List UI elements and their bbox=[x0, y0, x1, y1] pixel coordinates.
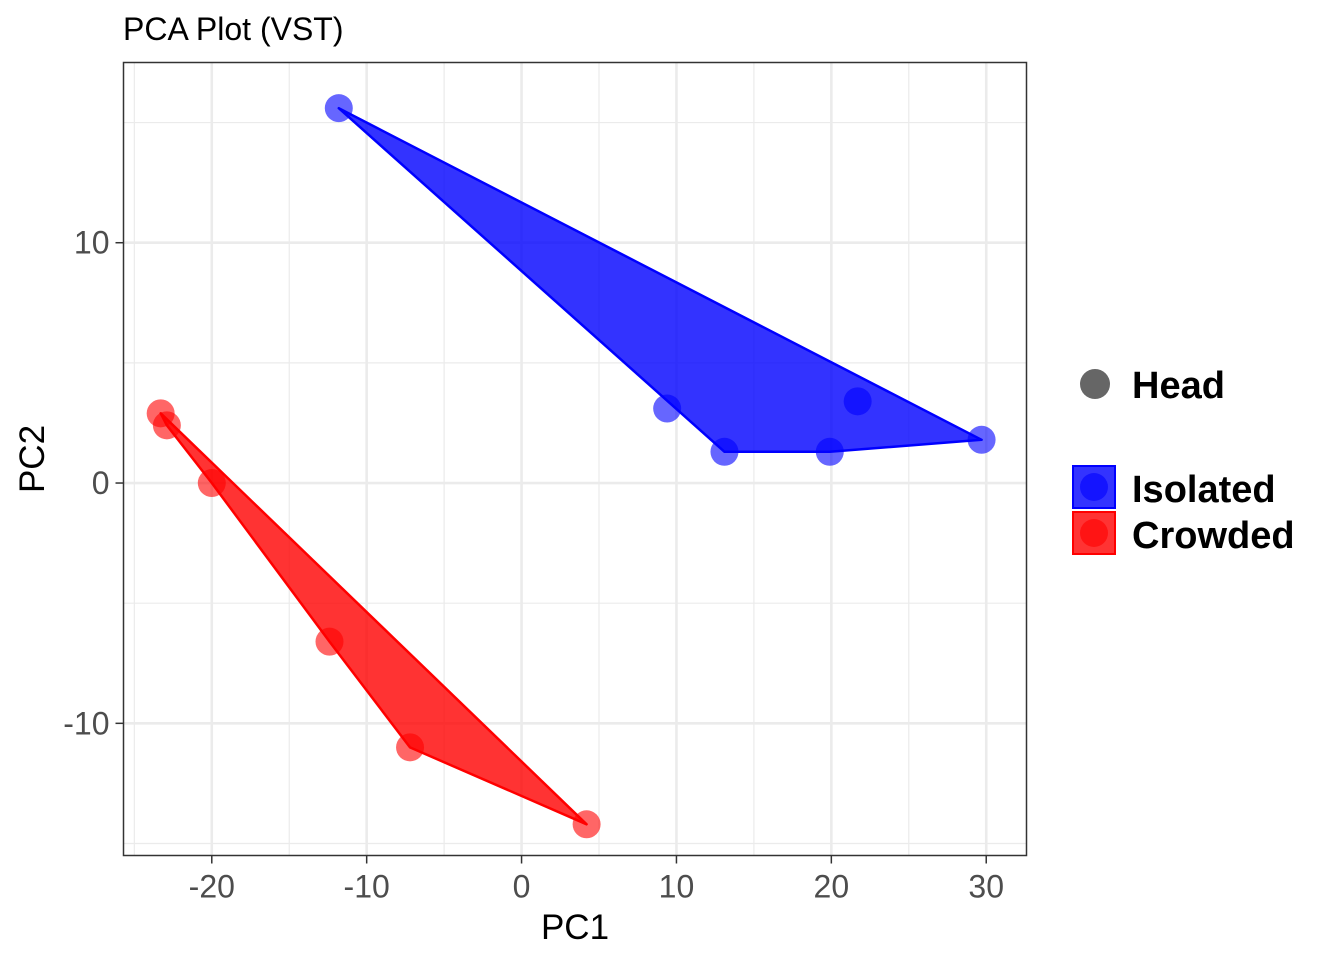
legend-label-crowded: Crowded bbox=[1132, 515, 1295, 557]
chart-title: PCA Plot (VST) bbox=[123, 11, 344, 47]
x-tick-label: 0 bbox=[513, 869, 531, 905]
grid-major bbox=[123, 62, 1027, 856]
x-axis: -20 -10 0 10 20 30 bbox=[189, 855, 1004, 905]
x-tick-label: 10 bbox=[659, 869, 695, 905]
point-crowded bbox=[197, 469, 226, 498]
point-crowded bbox=[315, 627, 344, 656]
legend-label-isolated: Isolated bbox=[1132, 469, 1276, 511]
point-isolated bbox=[653, 394, 682, 423]
point-crowded bbox=[396, 733, 425, 762]
legend-key-point-isolated bbox=[1080, 473, 1108, 501]
y-axis-title: PC2 bbox=[13, 425, 52, 493]
x-tick-label: -10 bbox=[344, 869, 390, 905]
plot-panel bbox=[123, 62, 1027, 856]
legend-label-head: Head bbox=[1132, 365, 1225, 407]
point-isolated bbox=[967, 425, 996, 454]
legend-key-point-crowded bbox=[1080, 519, 1108, 547]
point-isolated bbox=[815, 437, 844, 466]
point-isolated bbox=[324, 94, 353, 123]
point-isolated bbox=[710, 437, 739, 466]
points-layer bbox=[146, 94, 996, 839]
y-axis: -10 0 10 bbox=[63, 225, 124, 741]
legend-shape-key bbox=[1080, 369, 1110, 399]
x-axis-title: PC1 bbox=[541, 908, 609, 947]
x-tick-label: 20 bbox=[814, 869, 850, 905]
x-tick-label: 30 bbox=[968, 869, 1004, 905]
x-tick-label: -20 bbox=[189, 869, 235, 905]
y-tick-label: 10 bbox=[74, 225, 110, 261]
point-crowded bbox=[152, 411, 181, 440]
y-tick-label: 0 bbox=[92, 465, 110, 501]
plot-border bbox=[122, 61, 1028, 857]
point-crowded bbox=[572, 810, 601, 839]
point-isolated bbox=[843, 387, 872, 416]
y-tick-label: -10 bbox=[63, 705, 109, 741]
